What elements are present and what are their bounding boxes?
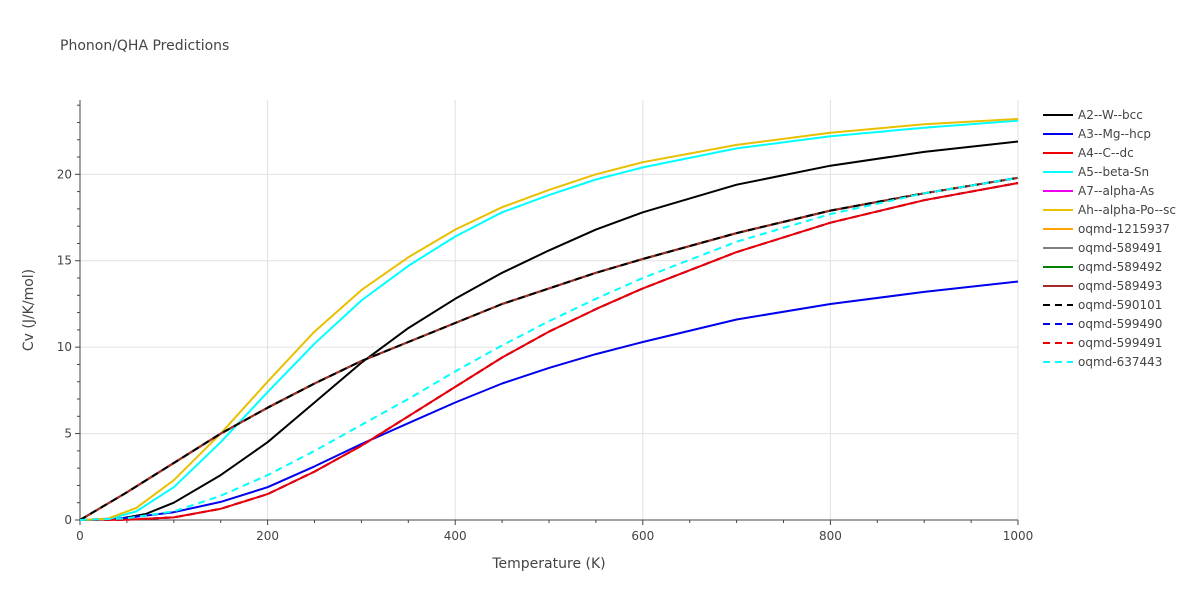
x-tick-label: 200 [256,529,279,543]
legend-label: oqmd-589492 [1078,260,1162,274]
legend-item[interactable]: oqmd-589493 [1043,279,1162,293]
legend-label: oqmd-589493 [1078,279,1162,293]
y-tick-label: 10 [57,340,72,354]
legend-item[interactable]: A2--W--bcc [1043,108,1143,122]
legend-label: A7--alpha-As [1078,184,1154,198]
legend-label: oqmd-590101 [1078,298,1162,312]
x-axis-title: Temperature (K) [491,556,605,572]
legend-item[interactable]: A4--C--dc [1043,146,1134,160]
legend-label: A4--C--dc [1078,146,1134,160]
chart-title: Phonon/QHA Predictions [60,38,229,54]
legend[interactable]: A2--W--bcc A3--Mg--hcp A4--C--dc A5--beta-S… [1043,108,1176,369]
series-line-A3--Mg--hcp [79,280,1019,521]
series-line-oqmd-589492 [79,176,1019,521]
legend-item[interactable]: oqmd-637443 [1043,355,1162,369]
series-line-A7--alpha-As [79,176,1019,521]
series-line-oqmd-589491 [79,176,1019,521]
series-line-oqmd-637443 [79,176,1019,521]
y-tick-label: 20 [57,167,72,181]
legend-item[interactable]: Ah--alpha-Po--sc [1043,203,1176,217]
legend-label: oqmd-637443 [1078,355,1162,369]
series-line-oqmd-590101 [79,176,1019,521]
legend-item[interactable]: oqmd-589492 [1043,260,1162,274]
legend-label: oqmd-589491 [1078,241,1162,255]
series-line-oqmd-1215937 [79,176,1019,521]
legend-label: oqmd-1215937 [1078,222,1170,236]
series-line-oqmd-599491 [79,182,1019,521]
series-line-Ah--alpha-Po--sc [79,118,1019,521]
series-line-oqmd-589493 [79,176,1019,521]
legend-item[interactable]: oqmd-589491 [1043,241,1162,255]
legend-item[interactable]: A5--beta-Sn [1043,165,1149,179]
legend-label: Ah--alpha-Po--sc [1078,203,1176,217]
legend-label: oqmd-599491 [1078,336,1162,350]
legend-label: A2--W--bcc [1078,108,1143,122]
series-line-oqmd-599490 [79,182,1019,521]
legend-item[interactable]: oqmd-1215937 [1043,222,1170,236]
legend-item[interactable]: oqmd-590101 [1043,298,1162,312]
x-tick-label: 1000 [1003,529,1034,543]
y-axis-title: Cv (J/K/mol) [21,269,37,351]
x-tick-label: 600 [631,529,654,543]
grid [80,100,1019,520]
x-tick-label: 0 [76,529,84,543]
plot-area [79,118,1019,521]
legend-item[interactable]: A3--Mg--hcp [1043,127,1151,141]
legend-label: oqmd-599490 [1078,317,1162,331]
y-tick-label: 15 [57,254,72,268]
series-line-A2--W--bcc [79,140,1019,521]
legend-label: A3--Mg--hcp [1078,127,1151,141]
y-tick-label: 0 [64,513,72,527]
legend-item[interactable]: oqmd-599490 [1043,317,1162,331]
x-tick-label: 800 [819,529,842,543]
x-tick-label: 400 [444,529,467,543]
tick-labels: 0 200 400 600 800 1000 0 5 10 15 20 [57,104,1034,543]
legend-item[interactable]: A7--alpha-As [1043,184,1154,198]
legend-label: A5--beta-Sn [1078,165,1149,179]
series-line-A4--C--dc [79,182,1019,521]
axes [79,100,1018,521]
legend-item[interactable]: oqmd-599491 [1043,336,1162,350]
y-tick-label: 5 [64,427,72,441]
series-line-A5--beta-Sn [79,119,1019,521]
